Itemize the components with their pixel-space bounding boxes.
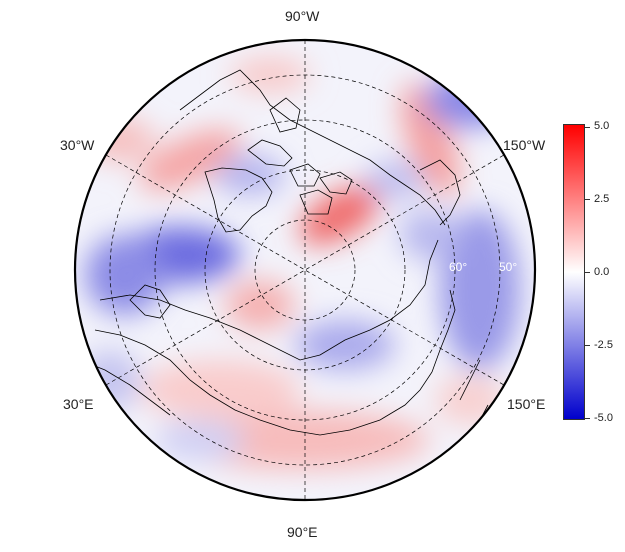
lon-label-lower-right: 150°E: [507, 396, 546, 412]
colorbar-tick-label: -2.5: [594, 339, 613, 351]
colorbar-tick-label: -5.0: [594, 412, 613, 424]
colorbar-tick-mark: [585, 272, 590, 273]
lon-label-lower-left: 30°E: [63, 396, 94, 412]
lon-label-upper-left: 30°W: [60, 137, 95, 153]
graticule: [105, 40, 505, 500]
lon-label-upper-right: 150°W: [503, 137, 546, 153]
colorbar-tick-mark: [585, 127, 590, 128]
colorbar-tick-mark: [585, 418, 590, 419]
colorbar-tick-mark: [585, 345, 590, 346]
coastlines: [79, 69, 489, 436]
lat-label-50: 50°: [499, 260, 518, 274]
lon-label-bottom: 90°E: [287, 524, 318, 540]
map-boundary: [73, 38, 537, 502]
colorbar-tick-mark: [585, 199, 590, 200]
colorbar: [563, 124, 585, 420]
colorbar-tick-label: 5.0: [594, 120, 610, 132]
colorbar-tick-label: 2.5: [594, 193, 610, 205]
colorbar-tick-label: 0.0: [594, 266, 610, 278]
lat-label-60: 60°: [449, 260, 468, 274]
lon-label-top: 90°W: [285, 8, 320, 24]
